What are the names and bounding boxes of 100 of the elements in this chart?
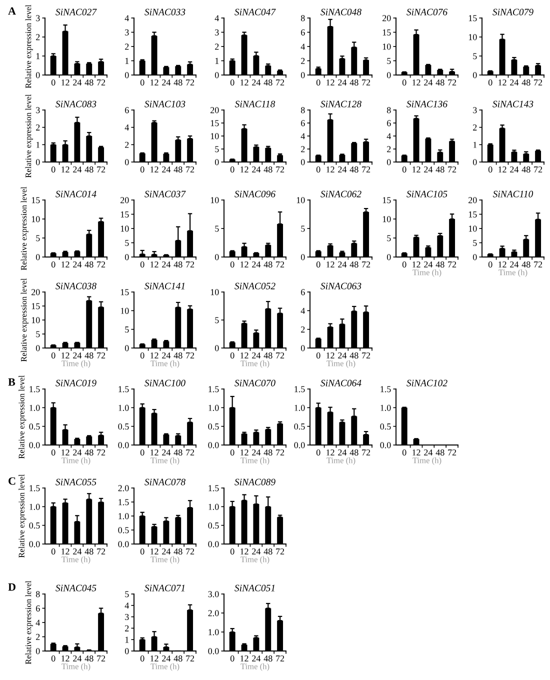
x-tick-label: 48 <box>264 261 272 268</box>
x-axis-title: Time (h) <box>412 269 442 277</box>
x-tick-label: 72 <box>276 449 284 456</box>
x-tick-label: 24 <box>73 655 82 662</box>
y-tick-label: 0 <box>472 72 477 78</box>
y-tick-label: 15 <box>210 120 219 126</box>
chart-title: SiNAC051 <box>234 584 274 592</box>
y-tick-label: 10 <box>468 34 477 40</box>
x-axis-title: Time (h) <box>62 457 90 465</box>
x-tick-label: 48 <box>264 166 272 173</box>
y-tick-label: 0 <box>214 345 219 352</box>
y-tick-label: 3 <box>36 107 40 114</box>
x-tick-label: 48 <box>350 261 358 268</box>
y-tick-label: 5 <box>387 235 391 242</box>
y-tick-label: 1.0 <box>118 404 129 411</box>
y-tick-label: 3 <box>36 15 40 22</box>
x-tick-label: 72 <box>362 261 370 268</box>
y-tick-label: 1.0 <box>380 404 391 411</box>
chart-title: SiNAC083 <box>56 100 96 108</box>
y-tick-label: 0 <box>214 254 219 260</box>
y-axis-title: Relative expression level <box>25 4 33 88</box>
y-tick-label: 1.5 <box>118 386 129 392</box>
y-tick-label: 0 <box>300 345 305 352</box>
y-tick-label: 2 <box>301 146 305 152</box>
x-tick-label: 24 <box>162 449 171 456</box>
x-tick-label: 72 <box>186 166 194 172</box>
y-tick-label: 0 <box>124 345 129 352</box>
x-tick-label: 24 <box>338 79 347 86</box>
x-tick-label: 72 <box>448 261 456 268</box>
y-tick-label: 1.0 <box>294 404 305 411</box>
x-axis-title: Time (h) <box>62 663 90 671</box>
x-tick-label: 0 <box>140 548 144 555</box>
y-tick-label: 0.0 <box>208 541 219 548</box>
x-tick-label: 48 <box>84 79 94 86</box>
y-tick-label: 1.5 <box>208 485 219 492</box>
x-tick-label: 24 <box>338 261 347 268</box>
x-tick-label: 24 <box>338 352 347 358</box>
y-axis-title: Relative expression level <box>18 474 26 558</box>
x-tick-label: 12 <box>150 548 158 554</box>
y-tick-label: 8 <box>300 107 305 114</box>
chart-title: SiNAC110 <box>492 190 534 198</box>
y-tick-label: 1 <box>125 58 129 64</box>
y-tick-label: 6 <box>36 605 40 612</box>
x-tick-label: 72 <box>362 449 370 456</box>
x-tick-label: 24 <box>252 655 261 662</box>
x-tick-label: 48 <box>174 655 182 662</box>
x-tick-label: 24 <box>252 548 261 554</box>
y-tick-label: 6 <box>301 29 305 36</box>
x-tick-label: 24 <box>73 79 82 86</box>
x-tick-label: 48 <box>264 79 272 86</box>
x-tick-label: 12 <box>62 166 70 172</box>
x-tick-label: 0 <box>140 261 144 268</box>
x-tick-label: 0 <box>316 261 320 268</box>
chart-title: SiNAC048 <box>320 8 362 16</box>
x-tick-label: 72 <box>186 261 194 268</box>
x-tick-label: 12 <box>240 79 248 86</box>
x-tick-label: 48 <box>350 449 358 456</box>
y-tick-label: 5 <box>125 326 129 333</box>
x-tick-label: 48 <box>84 166 94 173</box>
x-tick-label: 48 <box>174 79 182 86</box>
y-tick-label: 0 <box>124 159 129 166</box>
x-tick-label: 12 <box>412 79 420 86</box>
x-tick-label: 12 <box>240 352 248 358</box>
x-tick-label: 72 <box>97 655 106 662</box>
x-tick-label: 72 <box>186 655 194 662</box>
y-tick-label: 1.5 <box>30 386 40 392</box>
x-tick-label: 72 <box>534 79 542 86</box>
y-tick-label: 4 <box>300 133 305 140</box>
y-tick-label: 4 <box>214 15 219 22</box>
x-tick-label: 0 <box>316 449 320 456</box>
x-tick-label: 12 <box>412 261 420 268</box>
x-tick-label: 24 <box>338 449 347 456</box>
x-tick-label: 72 <box>97 261 106 268</box>
y-tick-label: 0.5 <box>208 522 219 529</box>
y-tick-label: 1.5 <box>380 386 391 392</box>
x-tick-label: 72 <box>186 449 194 456</box>
y-tick-label: 0.5 <box>208 423 219 430</box>
x-axis-title: Time (h) <box>240 360 270 368</box>
x-tick-label: 0 <box>51 79 56 86</box>
x-tick-label: 12 <box>240 166 248 172</box>
x-tick-label: 48 <box>350 166 358 173</box>
x-tick-label: 12 <box>150 655 158 662</box>
y-tick-label: 1 <box>473 142 477 148</box>
y-tick-label: 0 <box>214 72 219 78</box>
y-tick-label: 0.0 <box>118 541 129 548</box>
y-tick-label: 15 <box>468 211 477 218</box>
x-axis-title: Time (h) <box>240 663 270 671</box>
y-tick-label: 5 <box>473 240 477 246</box>
x-tick-label: 12 <box>498 261 506 268</box>
y-axis-title: Relative expression level <box>25 580 33 664</box>
x-axis-title: Time (h) <box>150 663 180 671</box>
x-tick-label: 0 <box>402 79 406 86</box>
x-tick-label: 12 <box>326 166 334 172</box>
y-tick-label: 1.0 <box>208 404 219 411</box>
y-tick-label: 2 <box>387 146 391 152</box>
chart-title: SiNAC100 <box>144 380 186 386</box>
y-tick-label: 1.0 <box>30 504 40 510</box>
x-tick-label: 24 <box>338 166 347 172</box>
y-tick-label: 1 <box>215 58 219 64</box>
x-axis-title: Time (h) <box>240 457 270 465</box>
